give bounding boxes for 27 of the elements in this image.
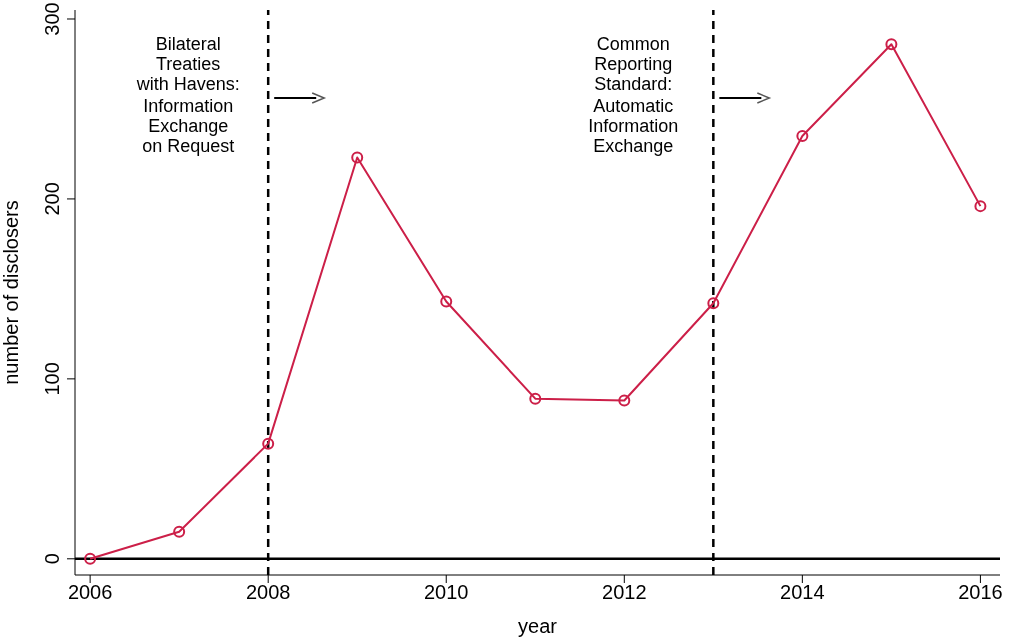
x-tick-label: 2014 (780, 581, 825, 604)
point (351, 151, 364, 164)
point (173, 525, 186, 538)
y-tick-label: 100 (41, 362, 63, 396)
point (262, 437, 275, 450)
x-tick-label: 2008 (245, 581, 291, 604)
point (707, 297, 720, 310)
annotation: Bilateral Treaties with Havens: (135, 34, 240, 94)
point (974, 200, 987, 213)
y-tick-label: 300 (41, 2, 63, 36)
x-tick-label: 2012 (602, 581, 647, 604)
x-tick-label: 2010 (424, 581, 469, 604)
y-tick-label: 200 (41, 182, 63, 216)
y-axis-title: number of disclosers (0, 200, 22, 385)
point (618, 394, 631, 407)
point (885, 38, 898, 51)
annotation: Common Reporting Standard: (594, 34, 673, 94)
point (84, 552, 97, 565)
annotation: Information Exchange on Request (142, 96, 235, 156)
annotation: Automatic Information Exchange (588, 96, 679, 156)
x-tick-label: 2006 (67, 581, 113, 604)
y-tick-label: 0 (41, 553, 63, 565)
x-axis-title: year (518, 615, 558, 637)
point (440, 295, 453, 308)
x-tick-label: 2016 (958, 581, 1003, 604)
point (529, 392, 542, 405)
point (796, 129, 809, 142)
